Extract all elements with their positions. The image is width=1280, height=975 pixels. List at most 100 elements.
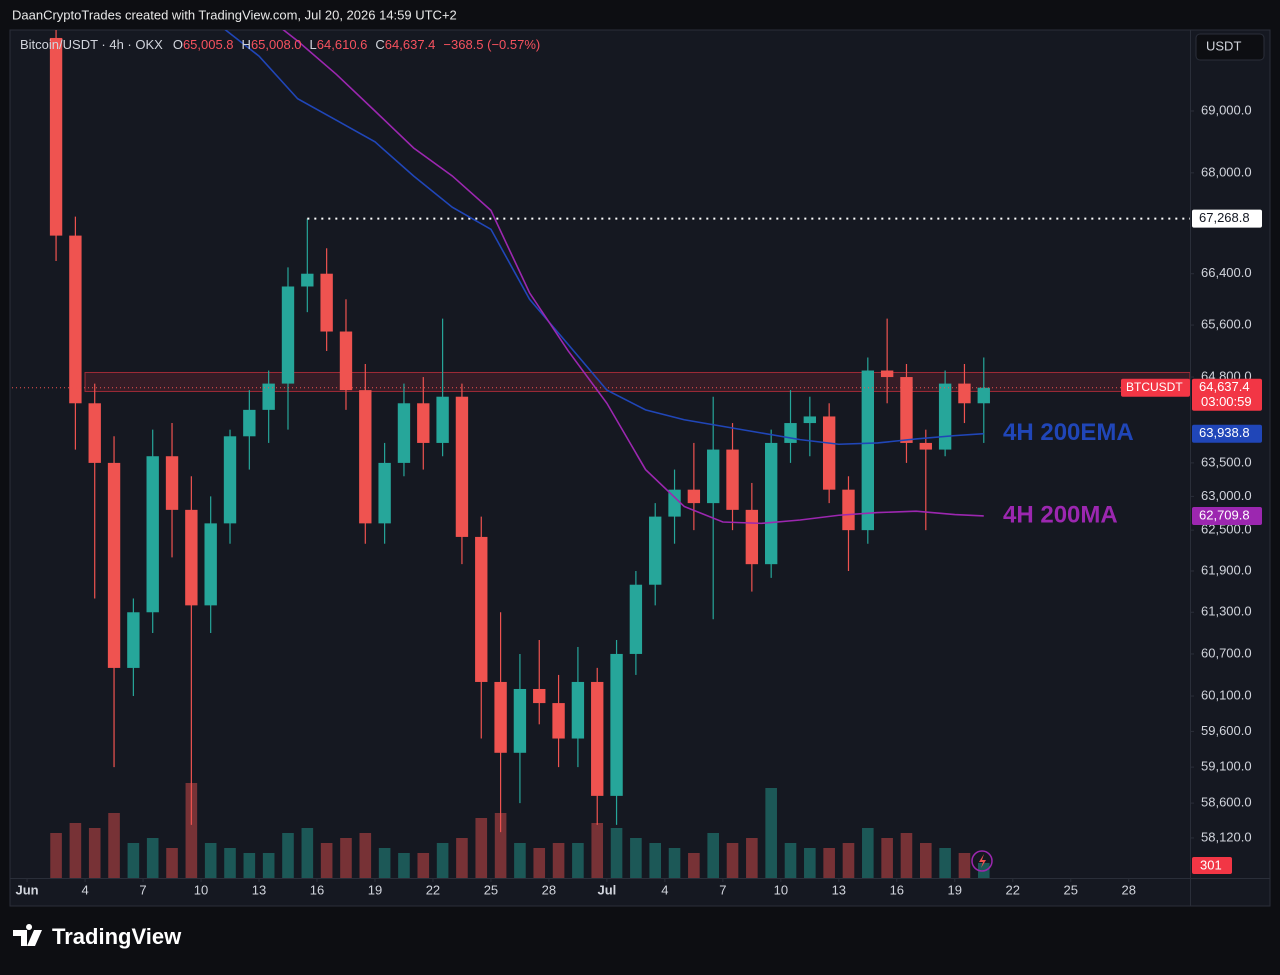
volume-bar xyxy=(50,833,62,878)
alert-bolt[interactable] xyxy=(979,854,986,868)
candle-body xyxy=(359,390,372,524)
alert-circle[interactable] xyxy=(971,850,993,872)
ma-price-label: 62,709.8 xyxy=(1199,507,1250,522)
y-tick-label: 66,400.0 xyxy=(1201,265,1252,280)
candle-body xyxy=(49,37,63,236)
candle-body xyxy=(880,370,894,378)
candle-body xyxy=(707,449,720,504)
candle-body xyxy=(900,377,913,443)
candle-body xyxy=(842,489,855,531)
x-tick-label: 10 xyxy=(774,882,788,897)
candle-body xyxy=(533,688,546,704)
volume-bar xyxy=(320,843,333,878)
y-tick-label: 65,600.0 xyxy=(1201,317,1252,332)
candle-body xyxy=(204,523,217,606)
legend-text: Bitcoin/USDT · 4h · OKX O65,005.8 H65,008.… xyxy=(20,37,540,52)
ma-price-label: 63,938.8 xyxy=(1199,425,1250,440)
price-label: 64,637.4 xyxy=(1199,379,1250,394)
candle-body xyxy=(764,442,778,565)
candle-body xyxy=(262,383,275,410)
x-tick-label: 7 xyxy=(139,882,146,897)
x-tick-label: 28 xyxy=(1121,882,1135,897)
x-tick-label: 22 xyxy=(1006,882,1020,897)
candle-body xyxy=(281,286,295,384)
candle-body xyxy=(127,612,140,668)
alert-icon[interactable] xyxy=(971,850,993,872)
candle-body xyxy=(436,396,449,443)
legend-key: O xyxy=(173,37,183,52)
candle-body xyxy=(745,509,759,565)
currency[interactable]: USDT xyxy=(1206,38,1241,53)
y-tick-label: 68,000.0 xyxy=(1201,164,1252,179)
level-badge xyxy=(1192,209,1262,228)
volume-bar xyxy=(765,788,777,878)
candle-body xyxy=(107,462,121,668)
volume-bar xyxy=(842,843,855,878)
volume-bar xyxy=(958,853,971,878)
volume-bar xyxy=(572,843,584,878)
candle-body xyxy=(803,416,817,424)
x-tick-label: 10 xyxy=(194,882,208,897)
volume-bar xyxy=(494,813,507,878)
x-tick-label: 16 xyxy=(890,882,904,897)
countdown-label: 03:00:59 xyxy=(1201,394,1252,409)
candle-body xyxy=(146,456,159,613)
ma-line xyxy=(282,30,984,525)
volume-bar xyxy=(668,848,681,878)
candle-body xyxy=(552,703,565,739)
candle-body xyxy=(958,383,971,404)
volume-bar xyxy=(108,813,120,878)
candle-body xyxy=(668,489,681,517)
candle-body xyxy=(784,423,797,443)
footer-text: TradingView xyxy=(52,924,182,949)
candle-body xyxy=(455,396,469,537)
symbol-badge xyxy=(1121,378,1190,397)
volume-bar xyxy=(262,853,275,878)
ma-line xyxy=(224,30,984,446)
legend: Bitcoin/USDT · 4h · OKX O65,005.8 H65,008.… xyxy=(20,37,540,52)
volume-bar xyxy=(862,828,874,878)
candle-body xyxy=(165,456,179,510)
candle-body xyxy=(513,688,527,753)
legend-value: 65,008.0 xyxy=(251,37,302,52)
volume-bar xyxy=(688,853,700,878)
legend-key: H xyxy=(242,37,251,52)
volume-bar xyxy=(591,823,604,878)
candle-body xyxy=(726,449,739,510)
y-tick-label: 61,900.0 xyxy=(1201,562,1252,577)
candle-body xyxy=(610,653,623,796)
volume-bar xyxy=(146,838,159,878)
volume-bar xyxy=(514,843,526,878)
candle-body xyxy=(397,403,411,463)
y-tick-label: 60,100.0 xyxy=(1201,687,1252,702)
candle-body xyxy=(649,516,662,585)
candle-body xyxy=(320,273,333,332)
volume-bar xyxy=(475,818,488,878)
plot-area xyxy=(12,30,1190,878)
candle-body xyxy=(977,387,990,404)
volume-bar xyxy=(359,833,372,878)
y-tick-label: 58,120.0 xyxy=(1201,829,1252,844)
x-tick-label: 7 xyxy=(719,882,726,897)
candle-body xyxy=(919,442,932,450)
candle-body xyxy=(571,681,585,739)
y-tick-label: 59,600.0 xyxy=(1201,723,1252,738)
candle-body xyxy=(223,436,237,524)
currency-button[interactable] xyxy=(1195,33,1265,61)
x-tick-label: 16 xyxy=(310,882,324,897)
x-tick-label: Jul xyxy=(597,882,616,897)
volume-bar xyxy=(127,843,140,878)
volume-bar xyxy=(340,838,352,878)
candle-body xyxy=(475,536,488,682)
x-tick-label: 13 xyxy=(252,882,266,897)
x-tick-label: Jun xyxy=(16,882,39,897)
x-tick-label: 22 xyxy=(426,882,440,897)
volume-bar xyxy=(746,838,758,878)
ma-badge xyxy=(1192,506,1262,525)
candle-body xyxy=(185,509,198,606)
chart-frame xyxy=(9,29,1271,907)
ma-annotation: 4H 200EMA xyxy=(1003,419,1134,446)
x-tick-label: 13 xyxy=(832,882,846,897)
x-tick-label: 25 xyxy=(1064,882,1078,897)
